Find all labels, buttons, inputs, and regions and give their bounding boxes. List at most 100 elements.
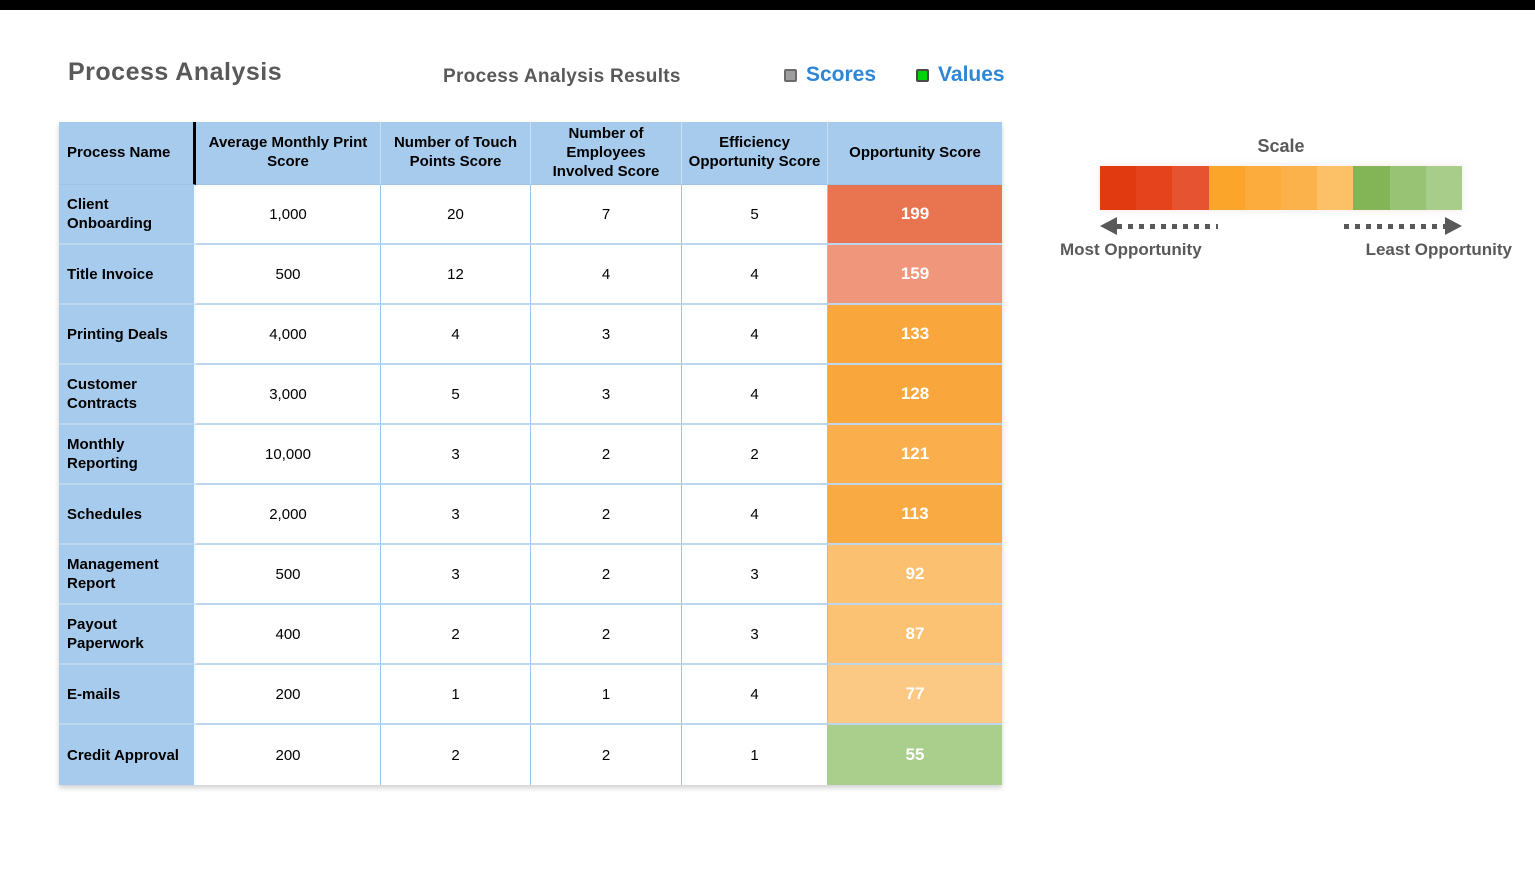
score-value-cell[interactable]: 3 [531,365,682,426]
legend-label-scores: Scores [806,63,877,86]
score-value-cell[interactable]: 4 [381,305,531,366]
scale-axis-labels: Most Opportunity Least Opportunity [1060,240,1512,260]
score-value-cell[interactable]: 20 [381,185,531,246]
score-value-cell[interactable]: 3,000 [196,365,381,426]
opportunity-score-cell[interactable]: 92 [828,545,1002,606]
score-value-cell[interactable]: 3 [381,425,531,486]
scale-segment [1244,166,1282,210]
legend-item-values[interactable]: Values [916,63,1005,87]
process-name-cell: Payout Paperwork [59,605,196,666]
score-value-cell[interactable]: 4 [682,365,828,426]
process-name-cell: Printing Deals [59,305,196,366]
table-row: Management Report 500 3 2 3 92 [59,545,1002,606]
process-name-cell: Monthly Reporting [59,425,196,486]
opportunity-score-cell[interactable]: 55 [828,725,1002,786]
scale-segment [1172,166,1209,210]
column-header-efficiency-opportunity-score: Efficiency Opportunity Score [682,122,828,186]
score-value-cell[interactable]: 2 [531,725,682,786]
score-value-cell[interactable]: 400 [196,605,381,666]
score-value-cell[interactable]: 7 [531,185,682,246]
score-value-cell[interactable]: 200 [196,725,381,786]
score-value-cell[interactable]: 3 [682,605,828,666]
score-value-cell[interactable]: 4 [531,245,682,306]
score-value-cell[interactable]: 2 [381,605,531,666]
opportunity-score-cell[interactable]: 199 [828,185,1002,246]
scale-color-bar [1100,166,1463,210]
scale-segment [1353,166,1390,210]
values-marker-icon [916,68,930,82]
opportunity-score-cell[interactable]: 113 [828,485,1002,546]
score-value-cell[interactable]: 4 [682,245,828,306]
table-header-row: Process Name Average Monthly Print Score N… [59,122,1002,186]
score-value-cell[interactable]: 4,000 [196,305,381,366]
table-row: Monthly Reporting 10,000 3 2 2 121 [59,425,1002,486]
score-value-cell[interactable]: 2,000 [196,485,381,546]
scale-segment [1317,166,1354,210]
score-value-cell[interactable]: 2 [531,545,682,606]
opportunity-score-cell[interactable]: 121 [828,425,1002,486]
column-header-number-of-touch-points-score: Number of Touch Points Score [381,122,531,186]
score-value-cell[interactable]: 3 [531,305,682,366]
arrow-right-tip [1445,217,1462,235]
score-value-cell[interactable]: 5 [682,185,828,246]
process-name-cell: Customer Contracts [59,365,196,426]
opportunity-score-cell[interactable]: 87 [828,605,1002,666]
score-value-cell[interactable]: 500 [196,545,381,606]
score-value-cell[interactable]: 3 [381,545,531,606]
score-value-cell[interactable]: 12 [381,245,531,306]
page-title: Process Analysis [68,58,283,86]
score-value-cell[interactable]: 10,000 [196,425,381,486]
score-value-cell[interactable]: 3 [682,545,828,606]
scale-segment [1100,166,1137,210]
scale-legend: Scale Most Opportunity Least Opportunity [1060,136,1512,260]
most-opportunity-arrow-icon [1100,217,1218,235]
score-value-cell[interactable]: 2 [381,725,531,786]
score-value-cell[interactable]: 4 [682,665,828,726]
column-header-number-of-employees-involved-score: Number of Employees Involved Score [531,122,682,186]
opportunity-score-cell[interactable]: 128 [828,365,1002,426]
process-name-cell: E-mails [59,665,196,726]
opportunity-score-cell[interactable]: 159 [828,245,1002,306]
process-name-cell: Client Onboarding [59,185,196,246]
score-value-cell[interactable]: 1 [682,725,828,786]
score-value-cell[interactable]: 4 [682,305,828,366]
score-value-cell[interactable]: 2 [682,425,828,486]
table-row: Title Invoice 500 12 4 4 159 [59,245,1002,306]
score-value-cell[interactable]: 2 [531,605,682,666]
table-row: E-mails 200 1 1 4 77 [59,665,1002,726]
score-value-cell[interactable]: 200 [196,665,381,726]
chart-subtitle: Process Analysis Results [443,66,681,87]
process-name-cell: Management Report [59,545,196,606]
score-value-cell[interactable]: 2 [531,425,682,486]
scale-segment [1389,166,1426,210]
top-border-bar [0,0,1535,10]
score-value-cell[interactable]: 4 [682,485,828,546]
score-value-cell[interactable]: 1,000 [196,185,381,246]
scale-segment [1208,166,1245,210]
process-name-cell: Schedules [59,485,196,546]
score-value-cell[interactable]: 5 [381,365,531,426]
column-header-process-name: Process Name [59,122,196,186]
opportunity-score-cell[interactable]: 133 [828,305,1002,366]
table-row: Payout Paperwork 400 2 2 3 87 [59,605,1002,666]
score-value-cell[interactable]: 500 [196,245,381,306]
score-value-cell[interactable]: 3 [381,485,531,546]
score-value-cell[interactable]: 1 [531,665,682,726]
most-opportunity-label: Most Opportunity [1060,240,1202,259]
table-row: Schedules 2,000 3 2 4 113 [59,485,1002,546]
least-opportunity-label: Least Opportunity [1365,240,1512,259]
score-value-cell[interactable]: 2 [531,485,682,546]
column-header-average-monthly-print-score: Average Monthly Print Score [196,122,381,186]
opportunity-score-cell[interactable]: 77 [828,665,1002,726]
table-row: Printing Deals 4,000 4 3 4 133 [59,305,1002,366]
table-row: Credit Approval 200 2 2 1 55 [59,725,1002,786]
arrow-left-tip [1100,217,1117,235]
scale-segment [1136,166,1173,210]
series-legend: Scores Values [784,63,1005,87]
table-body: Client Onboarding 1,000 20 7 5 199 Title Invoi… [59,185,1002,786]
table-row: Customer Contracts 3,000 5 3 4 128 [59,365,1002,426]
dotted-trail [1117,223,1218,229]
score-value-cell[interactable]: 1 [381,665,531,726]
dotted-trail [1344,223,1445,229]
legend-item-scores[interactable]: Scores [784,63,876,87]
